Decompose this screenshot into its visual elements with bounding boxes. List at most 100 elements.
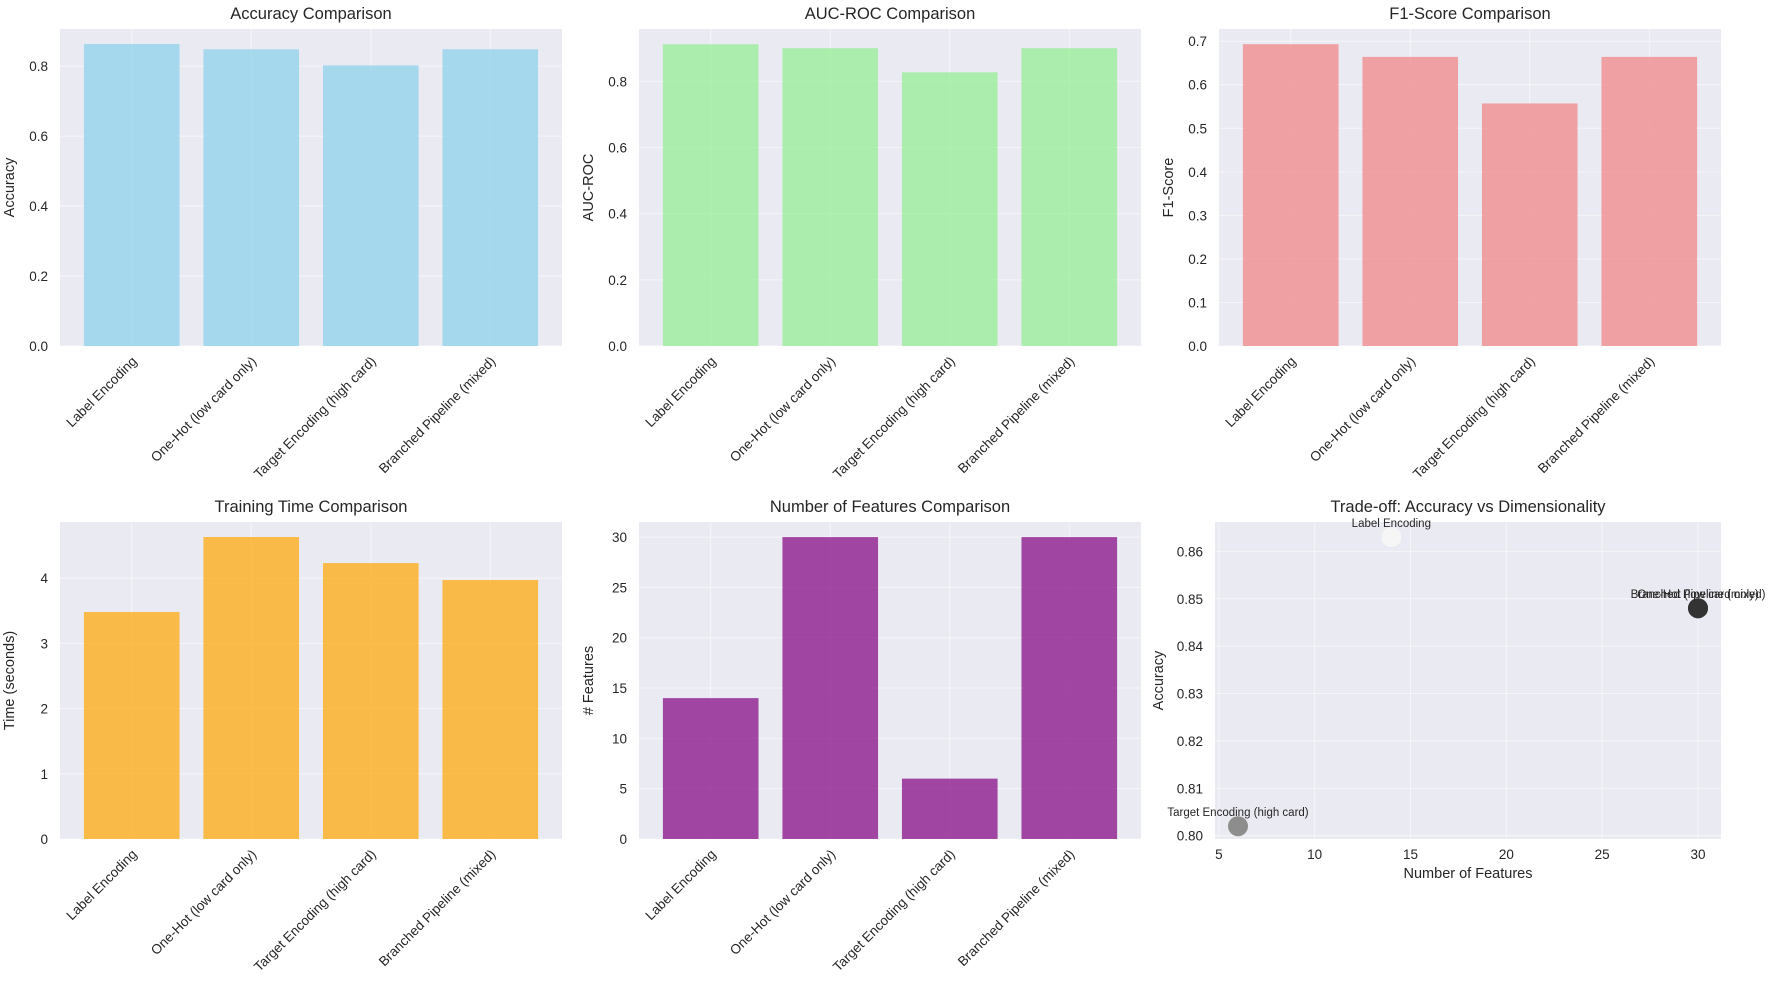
bar (83, 612, 180, 839)
x-tick-label: One-Hot (low card only) (727, 847, 838, 958)
y-tick-label: 0.4 (608, 207, 627, 222)
y-axis-label: Time (seconds) (2, 631, 18, 730)
bar (442, 580, 539, 839)
plot-area (1215, 522, 1721, 839)
x-tick-label: 30 (1690, 847, 1705, 862)
y-tick-label: 5 (619, 782, 627, 797)
y-axis-label: F1-Score (1161, 158, 1177, 218)
bar (662, 44, 759, 347)
y-tick-label: 1 (40, 767, 48, 782)
y-tick-label: 0.3 (1188, 208, 1207, 223)
y-tick-label: 0.2 (1188, 252, 1207, 267)
x-tick-label: Label Encoding (63, 847, 139, 923)
chart-accuracy: Accuracy Comparison 0.0 0.2 0.4 0.6 0.8 Accura… (2, 5, 562, 481)
y-tick-label: 20 (612, 631, 627, 646)
y-tick-label: 0.0 (1188, 339, 1207, 354)
point-annotation: One-Hot (low card only) (1637, 589, 1759, 601)
x-tick-label: Label Encoding (63, 354, 139, 430)
chart-auc: AUC-ROC Comparison 0.0 0.2 0.4 0.6 0.8 AUC-ROC… (581, 5, 1141, 481)
bar (1362, 56, 1459, 346)
y-tick-label: 0.5 (1188, 121, 1207, 136)
x-tick-label: One-Hot (low card only) (1307, 354, 1418, 465)
bar (83, 44, 180, 346)
chart-tradeoff: Trade-off: Accuracy vs Dimensionality 0.8… (1151, 498, 1766, 882)
y-axis-label: AUC-ROC (581, 154, 597, 222)
bar (442, 49, 539, 346)
x-tick-label: 5 (1215, 847, 1223, 862)
y-tick-label: 10 (612, 731, 627, 746)
x-tick-label: One-Hot (low card only) (148, 847, 259, 958)
bar (901, 778, 998, 839)
x-tick-label: Target Encoding (high card) (251, 847, 379, 975)
y-tick-label: 0.83 (1177, 687, 1203, 702)
y-tick-label: 0.1 (1188, 295, 1207, 310)
chart-title: Training Time Comparison (215, 498, 408, 516)
chart-title: F1-Score Comparison (1389, 5, 1550, 23)
bar (1601, 56, 1698, 346)
bar (662, 698, 759, 839)
chart-title: Accuracy Comparison (230, 5, 391, 23)
x-tick-label: Label Encoding (1222, 354, 1298, 430)
y-tick-label: 0.82 (1177, 734, 1203, 749)
scatter-point (1688, 598, 1708, 619)
y-tick-label: 0.4 (29, 199, 48, 214)
y-axis-label: Accuracy (2, 157, 18, 217)
x-tick-label: Target Encoding (high card) (830, 847, 958, 975)
bar (901, 72, 998, 347)
y-tick-label: 0.2 (29, 269, 48, 284)
bar (203, 537, 300, 839)
bar (322, 563, 419, 839)
y-tick-label: 0.84 (1177, 639, 1204, 654)
x-tick-label: 10 (1307, 847, 1322, 862)
y-tick-label: 0 (619, 832, 627, 847)
chart-title: Trade-off: Accuracy vs Dimensionality (1330, 498, 1606, 516)
y-tick-label: 0.81 (1177, 781, 1203, 796)
x-tick-label: Label Encoding (642, 354, 718, 430)
x-tick-label: Branched Pipeline (mixed) (1535, 354, 1658, 477)
y-tick-label: 3 (40, 636, 48, 651)
x-tick-label: Target Encoding (high card) (251, 354, 379, 482)
chart-title: AUC-ROC Comparison (805, 5, 976, 23)
x-tick-label: Label Encoding (642, 847, 718, 923)
x-tick-label: Branched Pipeline (mixed) (376, 847, 499, 970)
x-tick-label: Branched Pipeline (mixed) (955, 354, 1078, 477)
x-axis-label: Number of Features (1404, 866, 1533, 882)
x-tick-label: Branched Pipeline (mixed) (376, 354, 499, 477)
scatter-point (1381, 527, 1402, 548)
y-tick-label: 0.80 (1177, 829, 1203, 844)
y-tick-label: 0.6 (29, 129, 48, 144)
x-tick-label: One-Hot (low card only) (148, 354, 259, 465)
y-tick-label: 2 (40, 702, 48, 717)
bar (1242, 44, 1339, 346)
y-axis-label: Accuracy (1151, 650, 1167, 710)
y-axis-label: # Features (581, 646, 597, 715)
chart-title: Number of Features Comparison (770, 498, 1010, 516)
y-tick-label: 0.6 (1188, 78, 1207, 93)
y-tick-label: 0.86 (1177, 544, 1203, 559)
y-tick-label: 0.8 (608, 74, 627, 89)
chart-features: Number of Features Comparison 0 5 10 15 20 25 3… (581, 498, 1141, 974)
y-tick-label: 4 (40, 571, 48, 586)
bar (782, 48, 879, 346)
y-tick-label: 0 (40, 832, 48, 847)
y-tick-label: 30 (612, 530, 627, 545)
bar (322, 65, 419, 346)
bar (1021, 537, 1118, 839)
y-tick-label: 25 (612, 580, 627, 595)
y-tick-label: 0.4 (1188, 165, 1207, 180)
bar (203, 49, 300, 346)
y-tick-label: 0.2 (608, 273, 627, 288)
y-tick-label: 0.8 (29, 59, 48, 74)
point-annotation: Label Encoding (1352, 518, 1431, 530)
x-tick-label: 25 (1595, 847, 1610, 862)
y-tick-label: 0.6 (608, 140, 627, 155)
scatter-point (1228, 816, 1248, 837)
bar (1481, 103, 1578, 346)
x-tick-label: 15 (1403, 847, 1418, 862)
chart-time: Training Time Comparison 0 1 2 3 4 Time (secon… (2, 498, 562, 974)
y-tick-label: 15 (612, 681, 627, 696)
y-tick-label: 0.0 (29, 339, 48, 354)
x-tick-label: Target Encoding (high card) (830, 354, 958, 482)
x-tick-label: One-Hot (low card only) (727, 354, 838, 465)
